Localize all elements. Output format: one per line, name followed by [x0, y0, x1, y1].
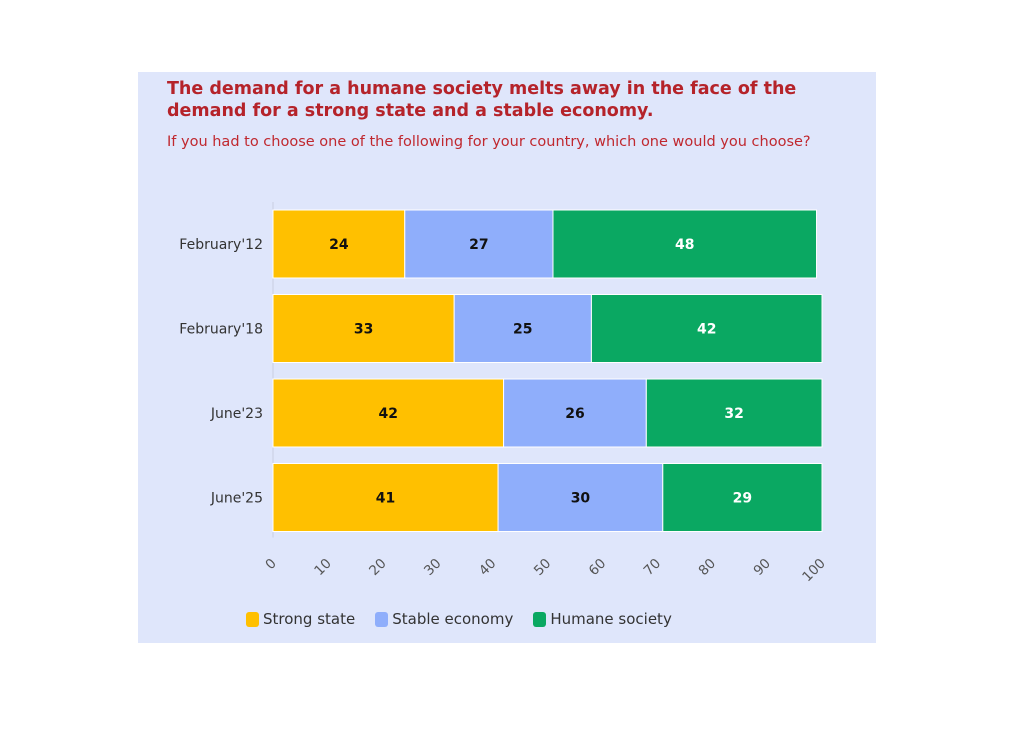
legend-label: Strong state	[263, 610, 356, 628]
x-tick-label: 50	[531, 556, 554, 579]
data-label: 32	[724, 406, 743, 422]
bar-segment-strong-state	[272, 378, 505, 448]
bar-segment-stable-economy	[453, 294, 592, 363]
bar-segment-humane-society	[590, 294, 823, 363]
data-label: 25	[513, 322, 532, 338]
bar-segment-stable-economy	[497, 463, 664, 532]
category-label: February'18	[179, 322, 263, 338]
x-tick-label: 40	[476, 556, 499, 579]
x-tick-label: 100	[799, 556, 829, 586]
bar-segment-stable-economy	[503, 378, 647, 448]
bar-segment-strong-state	[272, 294, 455, 363]
legend-swatch	[375, 611, 389, 627]
chart-legend: Strong state Stable economy Humane society	[246, 610, 672, 628]
x-tick-label: 30	[421, 556, 444, 579]
legend-item: Humane society	[533, 610, 672, 628]
bar-segment-humane-society	[645, 378, 823, 448]
x-tick-label: 0	[262, 556, 279, 573]
data-label: 48	[675, 237, 694, 253]
bar-segment-humane-society	[552, 209, 818, 279]
x-tick-label: 60	[586, 556, 609, 579]
x-tick-label: 70	[641, 556, 664, 579]
bar-segment-strong-state	[272, 209, 406, 279]
data-label: 29	[733, 491, 752, 507]
x-tick-label: 10	[311, 556, 334, 579]
category-label: June'25	[210, 491, 263, 507]
chart-title: The demand for a humane society melts aw…	[167, 79, 797, 121]
legend-swatch	[246, 611, 259, 627]
category-label: June'23	[210, 406, 263, 422]
data-label: 30	[571, 491, 591, 507]
x-tick-label: 80	[696, 556, 719, 579]
legend-item: Strong state	[246, 610, 355, 628]
x-tick-label: 90	[750, 556, 773, 579]
data-label: 42	[379, 406, 398, 422]
bar-segment-humane-society	[662, 463, 823, 532]
legend-label: Stable economy	[392, 610, 514, 628]
stacked-bar-chart: February'12 24 27 48 February'18 33 25 42 June'2…	[179, 202, 829, 586]
category-label: February'12	[179, 237, 263, 253]
legend-item: Stable economy	[375, 610, 513, 628]
data-label: 26	[565, 406, 584, 422]
chart-card: The demand for a humane society melts aw…	[138, 72, 876, 643]
legend-label: Humane society	[550, 610, 672, 628]
bar-segment-strong-state	[272, 463, 499, 532]
data-label: 42	[697, 322, 716, 338]
data-label: 24	[329, 237, 349, 253]
data-label: 27	[469, 237, 488, 253]
chart-subtitle: If you had to choose one of the followin…	[167, 134, 811, 150]
legend-swatch	[533, 611, 547, 627]
data-label: 33	[354, 322, 373, 338]
x-tick-label: 20	[366, 556, 389, 579]
data-label: 41	[376, 491, 395, 507]
